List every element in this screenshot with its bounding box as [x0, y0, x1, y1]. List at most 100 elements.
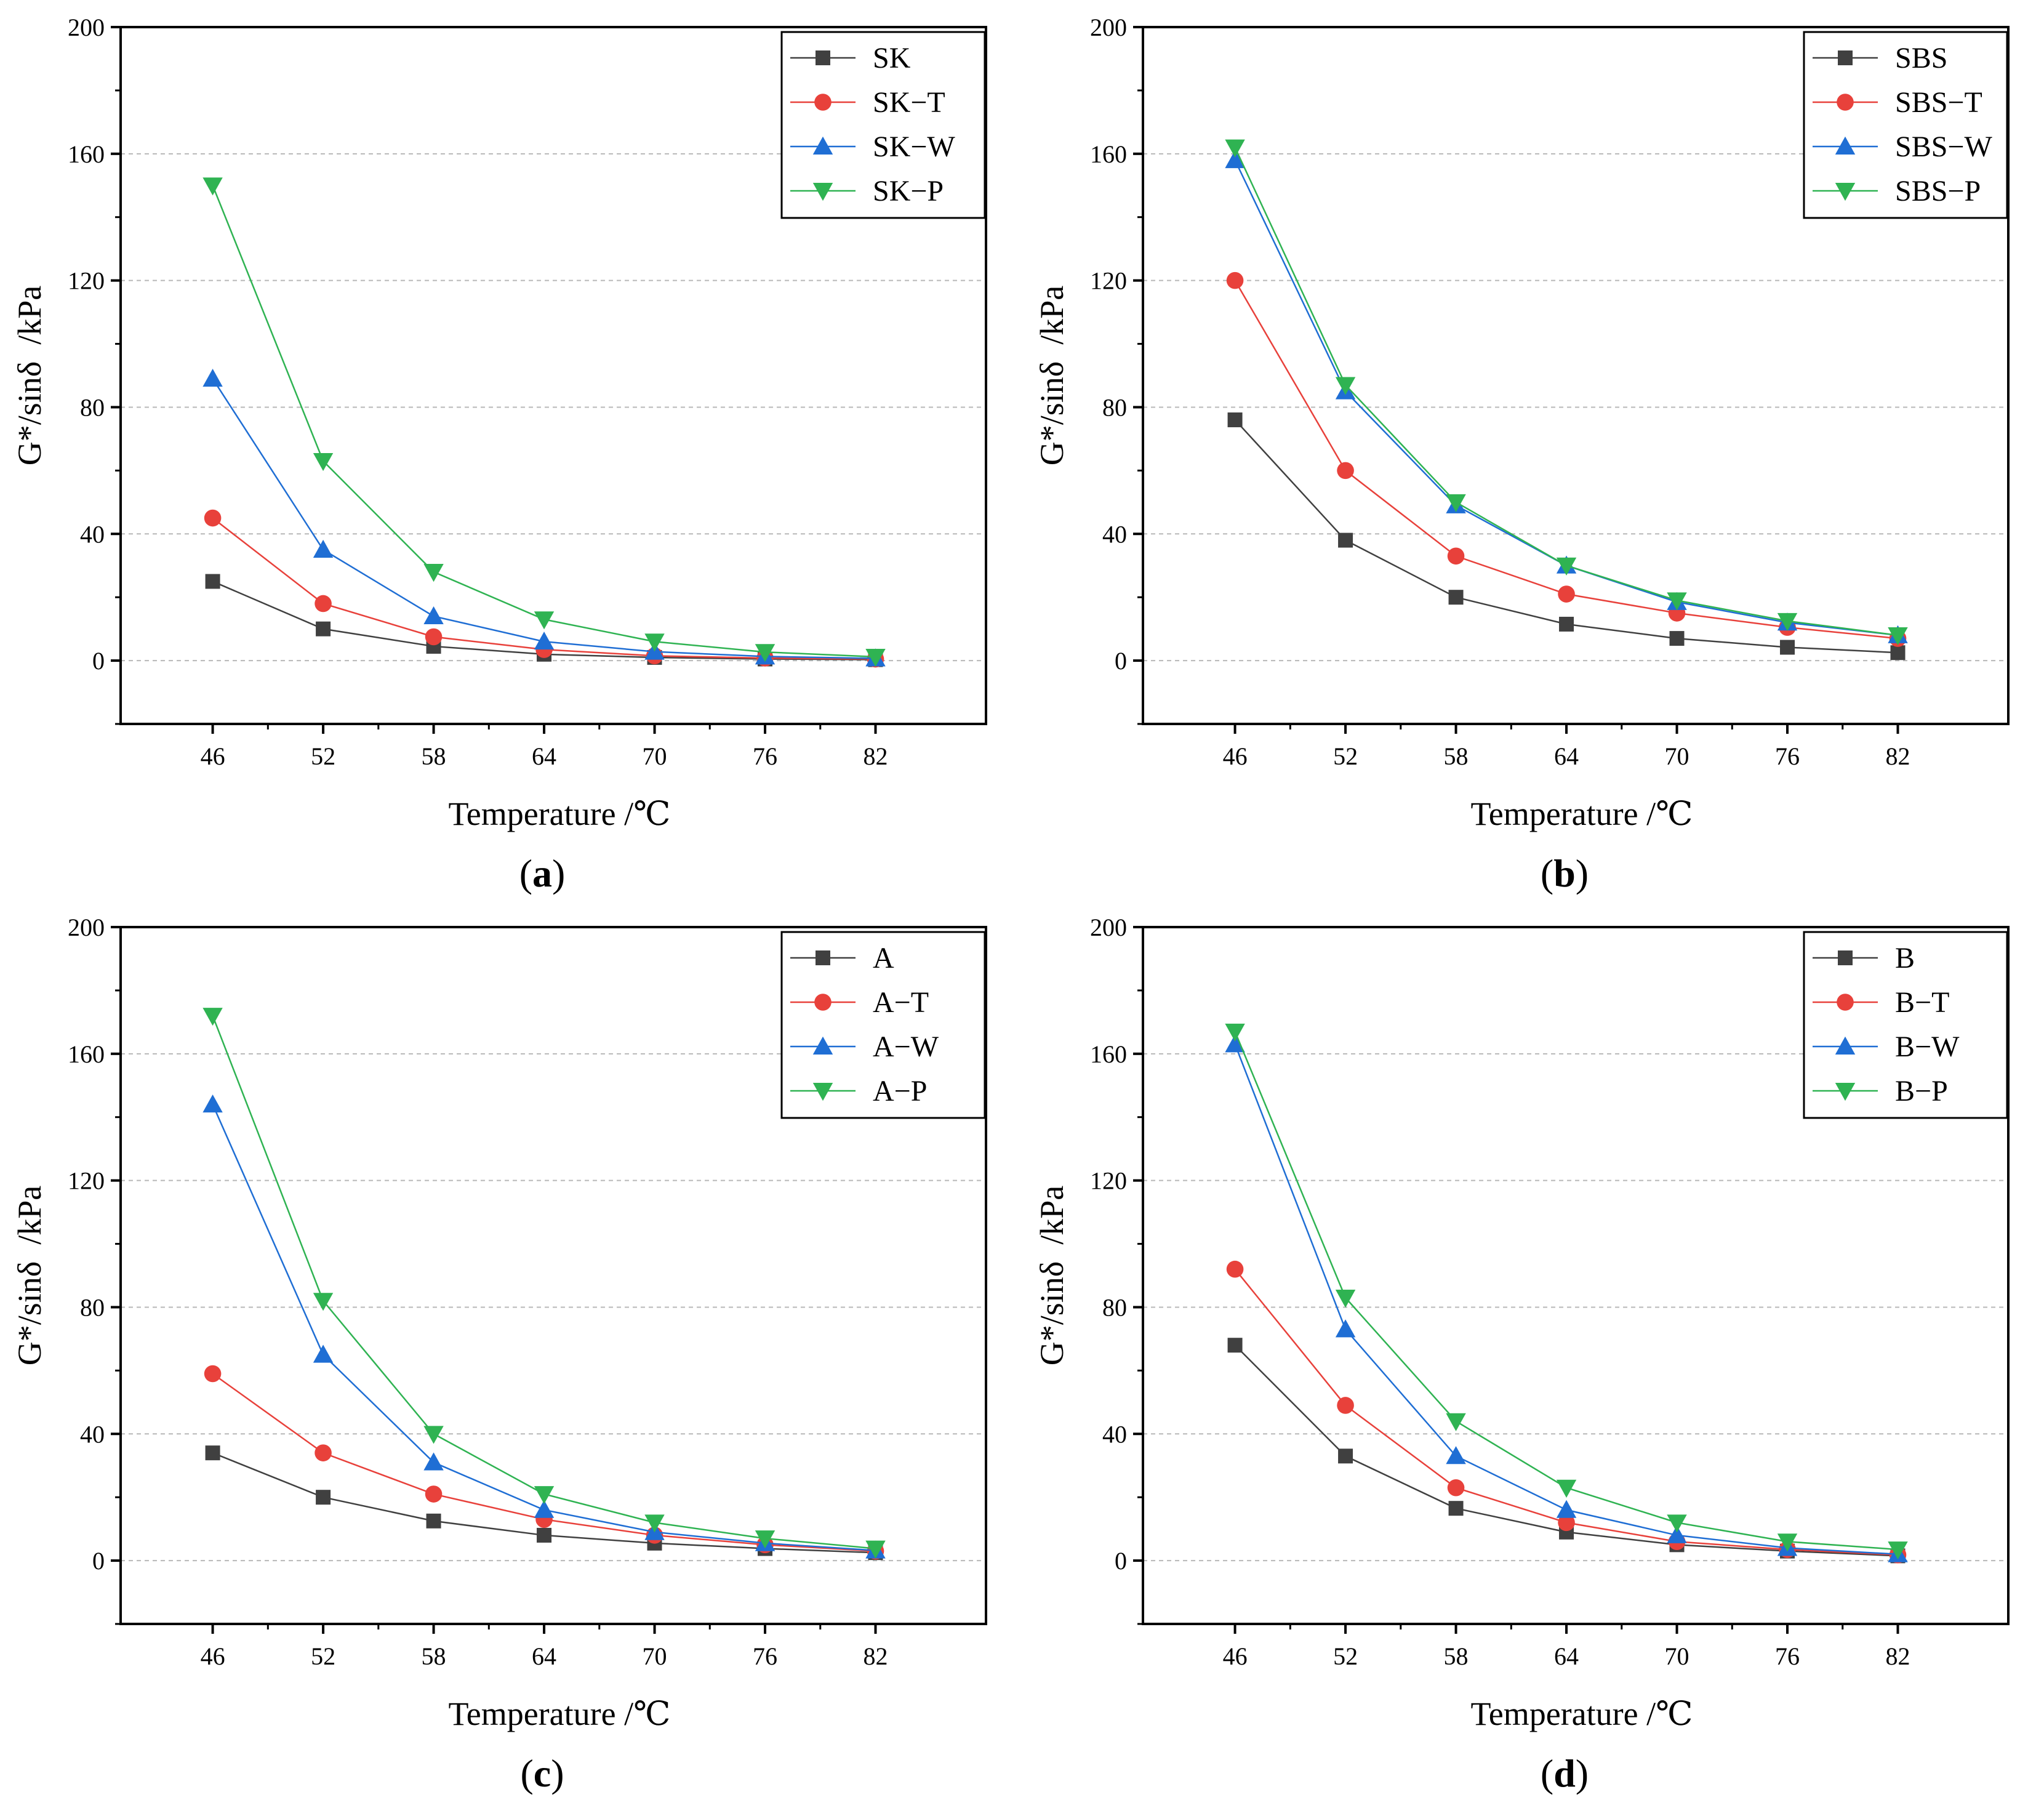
series-line: [212, 185, 876, 658]
data-point: [537, 1527, 552, 1543]
x-tick-label: 82: [1886, 1642, 1910, 1670]
data-point: [316, 621, 331, 637]
data-point: [1667, 1525, 1687, 1543]
panel-label-open: (: [519, 851, 532, 895]
data-point: [202, 1094, 223, 1113]
x-tick-label: 46: [201, 742, 225, 770]
panel-label-letter: b: [1553, 851, 1576, 895]
data-point: [1335, 377, 1356, 395]
data-point: [1337, 462, 1354, 480]
data-point: [1338, 1448, 1353, 1464]
legend-label: B: [1895, 942, 1915, 974]
data-point: [1227, 1338, 1243, 1353]
x-axis-title: Temperature /℃: [1471, 1695, 1693, 1732]
data-point: [1777, 613, 1798, 631]
x-tick-label: 58: [422, 1642, 446, 1670]
y-tick-label: 200: [68, 14, 105, 41]
x-tick-label: 52: [311, 1642, 335, 1670]
data-point: [423, 1426, 444, 1444]
y-tick-label: 160: [68, 140, 105, 168]
data-point: [644, 1514, 665, 1533]
y-tick-label: 0: [1115, 1547, 1127, 1575]
panel-label-close: ): [1576, 851, 1589, 895]
data-point: [1888, 1541, 1908, 1560]
x-tick-label: 46: [1223, 1642, 1248, 1670]
data-point: [202, 368, 223, 387]
plot-frame: [1142, 926, 2010, 1625]
x-tick-label: 52: [1333, 742, 1358, 770]
legend-label: SBS: [1895, 42, 1947, 74]
data-point: [865, 648, 886, 667]
data-point: [313, 452, 334, 472]
series-1: [1226, 1260, 1907, 1564]
data-point: [315, 595, 332, 613]
x-tick-label: 70: [643, 1642, 667, 1670]
legend: A A−T A−W A−P: [780, 931, 986, 1119]
y-tick-label: 80: [80, 393, 105, 421]
legend-label: B−T: [1895, 986, 1949, 1019]
data-point: [1888, 627, 1908, 646]
plot-frame: [119, 26, 987, 725]
legend: SBS SBS−T SBS−W SBS−P: [1803, 31, 2008, 219]
legend-label: SBS−W: [1895, 131, 1992, 163]
chart-panel-d: 0 40 80 120 160 200 46 52 58 64 70 76 82 Temperature …: [1022, 900, 2044, 1800]
legend-label: SK: [873, 42, 911, 74]
panel-label-close: ): [551, 1751, 564, 1795]
y-tick-label: 0: [92, 1547, 105, 1575]
y-tick-label: 80: [80, 1293, 105, 1321]
data-point: [315, 1444, 332, 1461]
x-tick-label: 58: [1444, 1642, 1469, 1670]
data-point: [1225, 150, 1245, 169]
data-point: [1225, 139, 1245, 158]
chart-svg: 0 40 80 120 160 200 46 52 58 64 70 76 82 Temperature …: [1033, 14, 2010, 895]
data-point: [423, 606, 444, 625]
legend-label: B−P: [1895, 1075, 1948, 1107]
legend-marker: [1835, 1083, 1856, 1101]
legend-label: SK−T: [873, 86, 945, 119]
y-tick-label: 120: [1090, 1167, 1127, 1195]
y-tick-label: 200: [68, 914, 105, 941]
x-axis-title: Temperature /℃: [449, 1695, 671, 1732]
data-point: [1335, 1319, 1356, 1338]
x-tick-label: 70: [1665, 1642, 1689, 1670]
data-point: [865, 1540, 886, 1559]
y-tick-label: 40: [1102, 520, 1127, 548]
series-line: [212, 1015, 876, 1549]
data-point: [1558, 585, 1575, 603]
panel-label-close: ): [552, 851, 565, 895]
data-point: [1226, 271, 1244, 289]
data-point: [316, 1490, 331, 1505]
data-point: [1446, 1413, 1466, 1431]
legend-marker: [812, 136, 833, 155]
data-point: [202, 177, 223, 196]
series-1: [1226, 271, 1907, 647]
plot-frame: [119, 926, 987, 1625]
series-3: [202, 177, 886, 667]
panel-label-close: ): [1576, 1751, 1589, 1795]
legend-marker: [1837, 994, 1854, 1011]
y-tick-label: 200: [1090, 14, 1127, 41]
series-3: [1225, 1023, 1908, 1560]
y-tick-label: 40: [80, 520, 105, 548]
data-point: [755, 644, 776, 662]
data-point: [534, 1486, 555, 1505]
panel-label: (c): [520, 1751, 564, 1795]
y-tick-label: 40: [1102, 1420, 1127, 1448]
series-3: [202, 1008, 886, 1559]
series-3: [1225, 139, 1908, 646]
y-tick-label: 160: [1090, 140, 1127, 168]
y-tick-label: 80: [1102, 393, 1127, 421]
data-point: [1446, 1446, 1466, 1465]
chart-panel-b: 0 40 80 120 160 200 46 52 58 64 70 76 82 Temperature …: [1022, 0, 2044, 900]
data-point: [755, 1530, 776, 1549]
data-point: [1225, 1023, 1245, 1042]
y-axis-title: G*/sinδ /kPa: [1033, 286, 1070, 465]
data-point: [1447, 1479, 1465, 1497]
x-tick-label: 52: [1333, 1642, 1358, 1670]
data-point: [1667, 592, 1687, 611]
x-tick-label: 76: [753, 742, 777, 770]
legend-label: B−W: [1895, 1031, 1960, 1063]
data-point: [534, 632, 555, 650]
x-tick-label: 82: [864, 742, 888, 770]
legend-label: A−T: [873, 986, 929, 1019]
